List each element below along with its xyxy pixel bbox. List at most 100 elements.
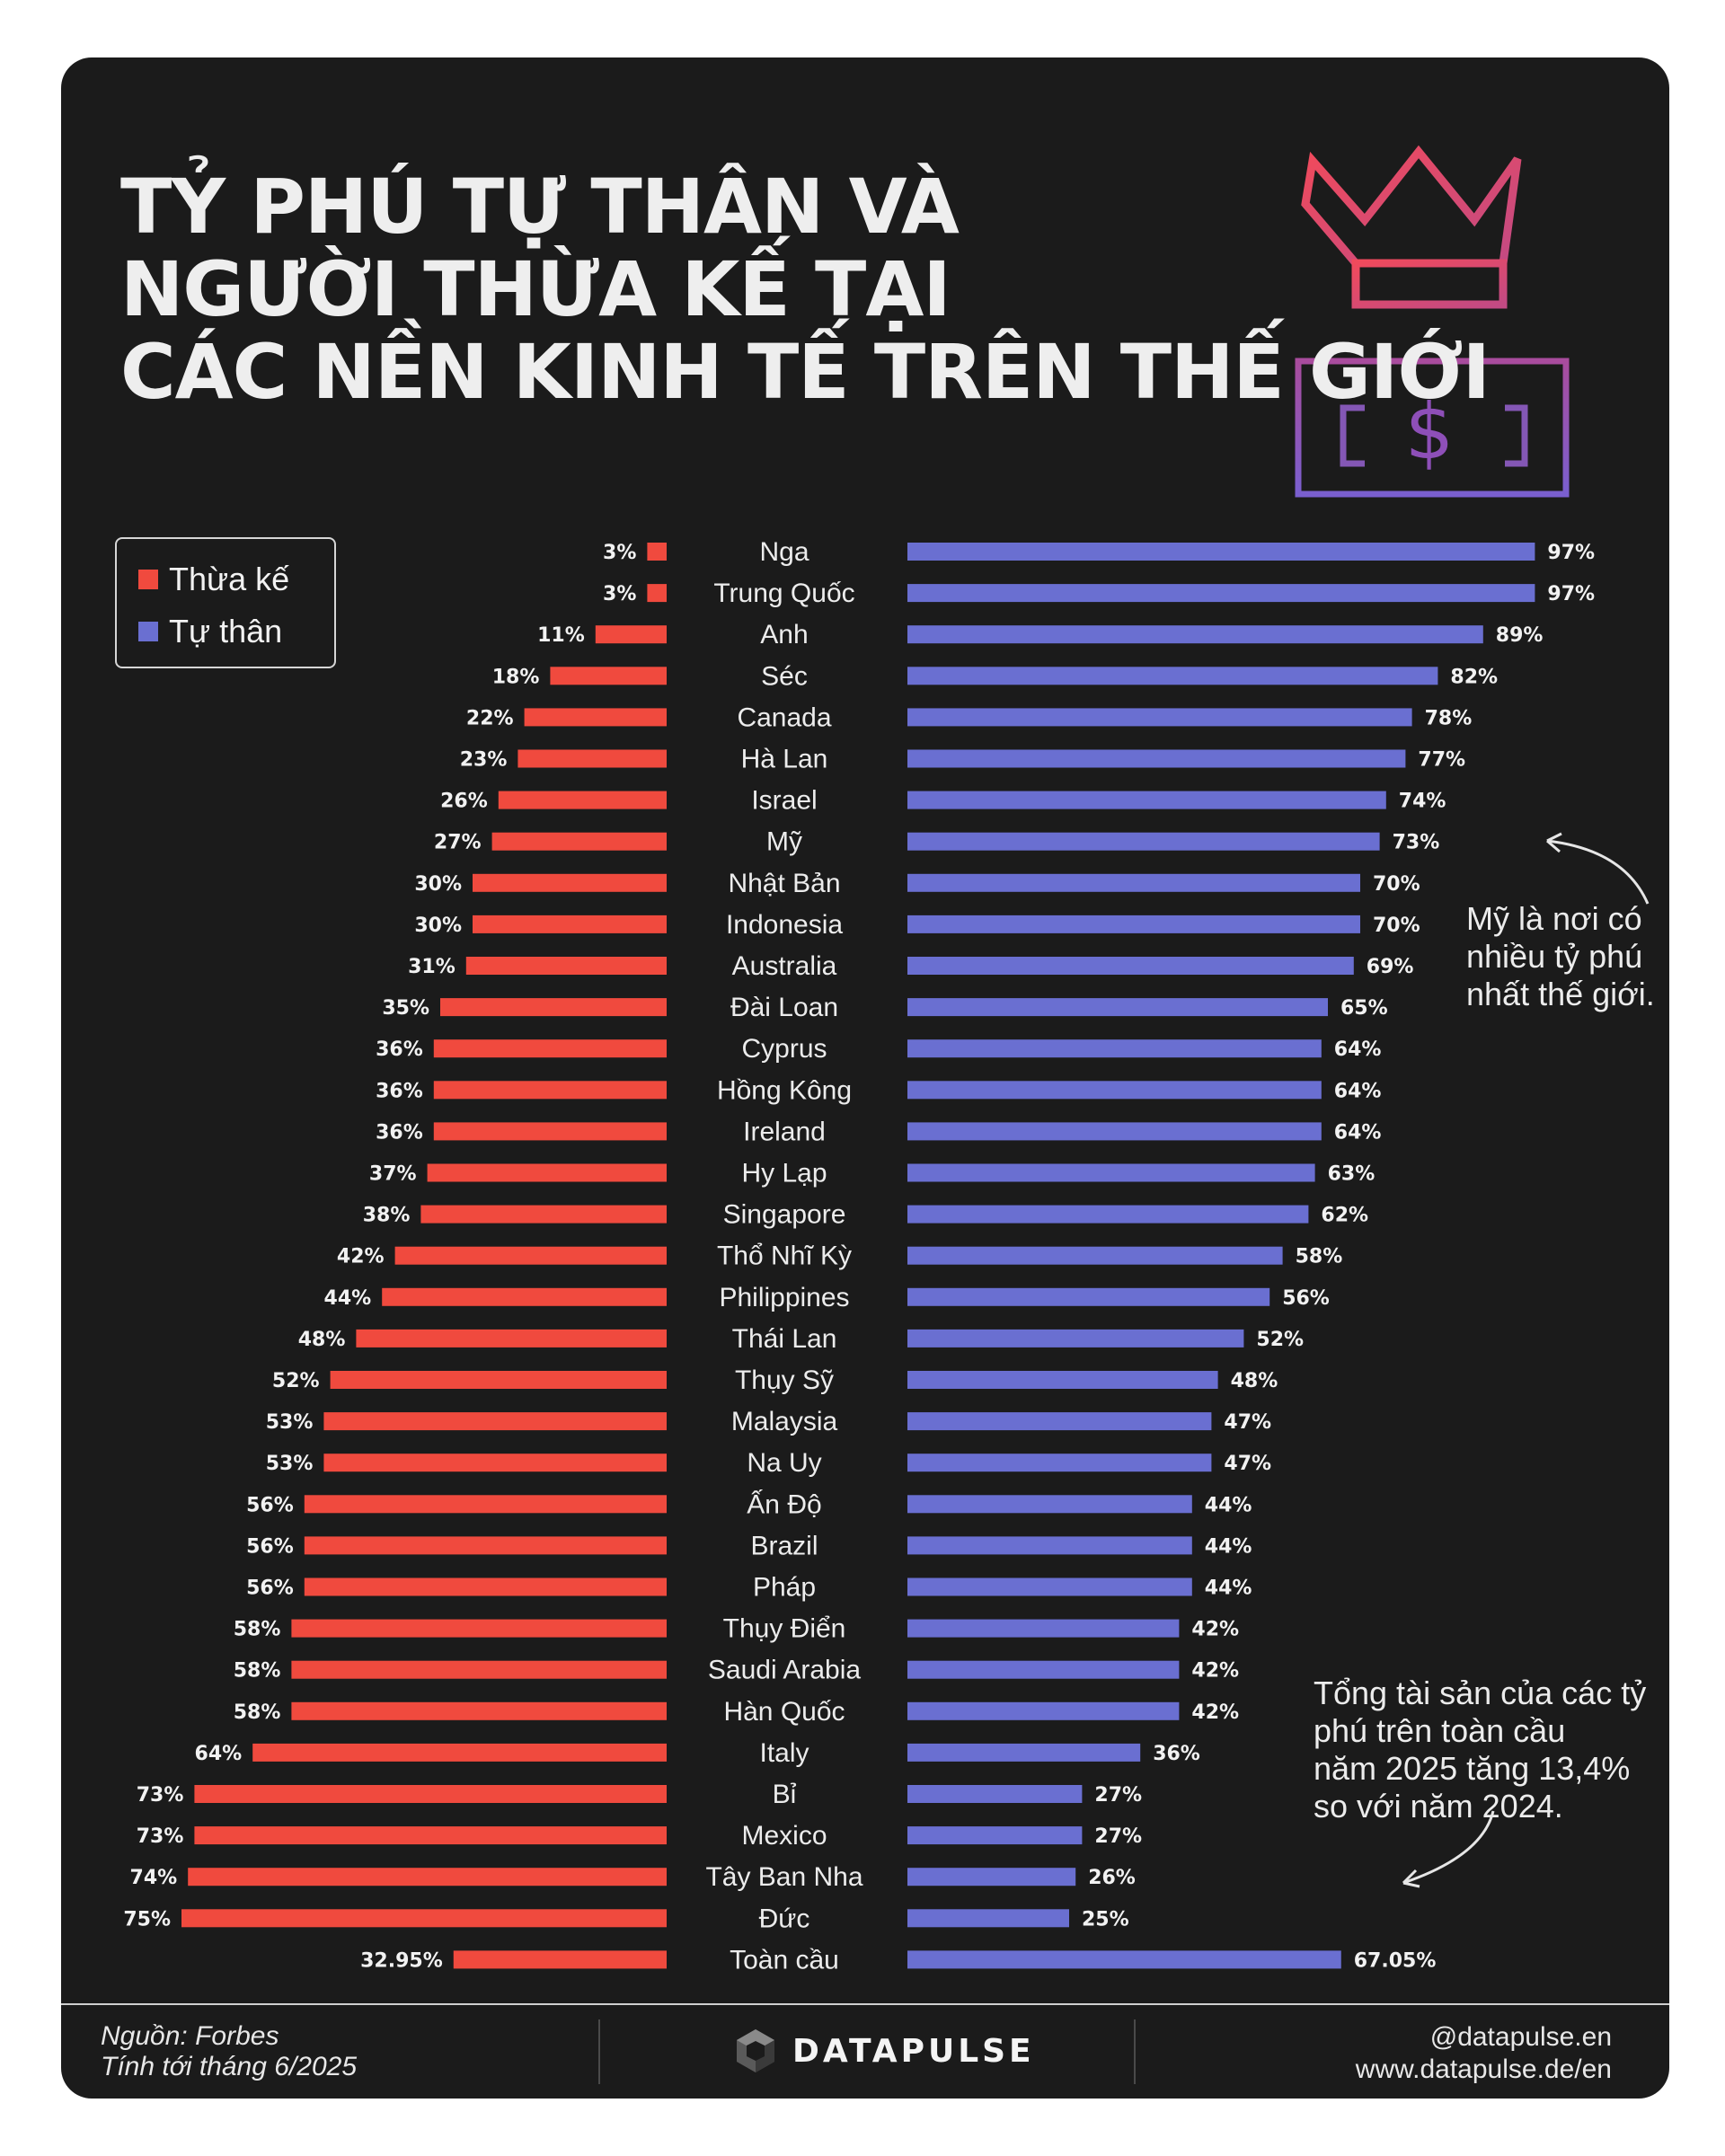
value-label-selfmade: 64% [1334, 1121, 1382, 1144]
value-label-selfmade: 78% [1425, 707, 1473, 729]
bar-selfmade [907, 998, 1328, 1017]
value-label-inherited: 56% [246, 1535, 294, 1558]
value-label-inherited: 30% [414, 915, 462, 937]
value-label-inherited: 30% [414, 873, 462, 896]
category-label: Đài Loan [730, 993, 838, 1022]
category-label: Pháp [753, 1573, 816, 1603]
title-line-2: NGƯỜI THỪA KẾ TẠI [120, 245, 951, 333]
title-line-3: CÁC NỀN KINH TẾ TRÊN THẾ GIỚI [120, 328, 1491, 416]
bar-inherited [473, 873, 667, 892]
bar-selfmade [907, 1950, 1341, 1969]
bar-selfmade [907, 1619, 1180, 1638]
value-label-selfmade: 97% [1547, 583, 1595, 605]
bar-selfmade [907, 667, 1438, 685]
category-label: Mexico [741, 1821, 827, 1851]
category-label: Australia [732, 951, 837, 981]
bar-selfmade [907, 1329, 1244, 1348]
category-label: Đức [759, 1904, 810, 1933]
value-label-inherited: 58% [234, 1701, 281, 1724]
bar-selfmade [907, 1495, 1192, 1514]
category-label: Thổ Nhĩ Kỳ [717, 1241, 852, 1271]
bar-selfmade [907, 1122, 1322, 1141]
bar-selfmade [907, 1039, 1322, 1058]
value-label-inherited: 52% [272, 1370, 320, 1392]
bar-inherited [595, 625, 667, 644]
category-label: Toàn cầu [730, 1945, 839, 1975]
category-label: Hy Lạp [741, 1159, 827, 1188]
value-label-selfmade: 42% [1191, 1660, 1239, 1683]
value-label-inherited: 36% [376, 1121, 423, 1144]
bar-selfmade [907, 1743, 1141, 1762]
bar-selfmade [907, 708, 1412, 727]
value-label-inherited: 73% [137, 1784, 184, 1807]
category-label: Cyprus [741, 1034, 827, 1064]
bar-selfmade [907, 1536, 1192, 1555]
bar-inherited [291, 1660, 667, 1679]
legend-item-inherited: Thừa kế [138, 561, 289, 598]
category-label: Na Uy [747, 1448, 821, 1478]
bar-inherited [323, 1454, 667, 1472]
bar-inherited [453, 1950, 667, 1969]
category-label: Hàn Quốc [723, 1697, 845, 1727]
annotation-growth: Tổng tài sản của các tỷ phú trên toàn cầ… [1314, 1674, 1647, 1825]
as-of-text: Tính tới tháng 6/2025 [101, 2052, 357, 2081]
value-label-inherited: 22% [466, 707, 514, 729]
bar-selfmade [907, 543, 1535, 561]
page-title: TỶ PHÚ TỰ THÂN VÀ NGƯỜI THỪA KẾ TẠI CÁC … [120, 165, 1491, 416]
legend-swatch-inherited [138, 570, 158, 589]
bar-selfmade [907, 1205, 1309, 1224]
value-label-inherited: 64% [195, 1743, 243, 1765]
diverging-bar-chart: 3% Nga 97% 3% Trung Quốc 97% 11% Anh 89% 18% Séc 82… [123, 537, 1595, 1975]
bar-selfmade [907, 1660, 1180, 1679]
bar-selfmade [907, 1371, 1218, 1389]
bar-selfmade [907, 1909, 1069, 1928]
category-label: Tây Ban Nha [705, 1862, 862, 1892]
category-label: Anh [760, 620, 808, 649]
social-handle[interactable]: @datapulse.en [1429, 2022, 1612, 2052]
bar-selfmade [907, 1287, 1270, 1306]
footer-social: @datapulse.en www.datapulse.de/en [1356, 2021, 1612, 2086]
value-label-inherited: 58% [234, 1619, 281, 1641]
category-label: Hồng Kông [717, 1075, 852, 1105]
value-label-selfmade: 44% [1205, 1494, 1252, 1516]
category-label: Thái Lan [732, 1324, 837, 1354]
category-label: Nga [759, 537, 809, 567]
category-label: Séc [761, 661, 808, 691]
category-label: Italy [759, 1738, 809, 1768]
value-label-selfmade: 27% [1094, 1825, 1142, 1848]
bar-inherited [291, 1701, 667, 1720]
bar-inherited [304, 1536, 667, 1555]
bar-inherited [382, 1287, 667, 1306]
bar-selfmade [907, 1412, 1212, 1431]
category-label: Hà Lan [741, 745, 828, 774]
value-label-inherited: 36% [376, 1038, 423, 1061]
legend-item-selfmade: Tự thân [138, 613, 282, 650]
category-label: Nhật Bản [728, 869, 840, 898]
bar-selfmade [907, 1701, 1180, 1720]
value-label-selfmade: 64% [1334, 1080, 1382, 1102]
value-label-selfmade: 70% [1373, 915, 1420, 937]
category-label: Malaysia [731, 1407, 838, 1436]
category-label: Thụy Điển [723, 1614, 846, 1644]
value-label-selfmade: 58% [1296, 1246, 1343, 1268]
value-label-selfmade: 27% [1094, 1784, 1142, 1807]
source-text: Nguồn: Forbes [101, 2021, 279, 2051]
annotation-growth-arrow-icon [1402, 1810, 1495, 1888]
value-label-selfmade: 47% [1224, 1453, 1271, 1475]
bar-inherited [550, 667, 667, 685]
value-label-inherited: 3% [603, 583, 636, 605]
bar-inherited [304, 1495, 667, 1514]
bar-inherited [518, 749, 667, 768]
value-label-inherited: 73% [137, 1825, 184, 1848]
value-label-inherited: 53% [266, 1411, 314, 1434]
banknote-icon: $ [1295, 358, 1570, 498]
website-link[interactable]: www.datapulse.de/en [1355, 2054, 1612, 2084]
value-label-selfmade: 73% [1393, 832, 1440, 854]
bar-selfmade [907, 1163, 1315, 1182]
value-label-selfmade: 26% [1088, 1867, 1136, 1889]
value-label-selfmade: 69% [1367, 956, 1414, 978]
bar-selfmade [907, 1577, 1192, 1596]
bar-selfmade [907, 1826, 1083, 1845]
value-label-selfmade: 89% [1496, 624, 1544, 647]
bar-inherited [194, 1826, 667, 1845]
